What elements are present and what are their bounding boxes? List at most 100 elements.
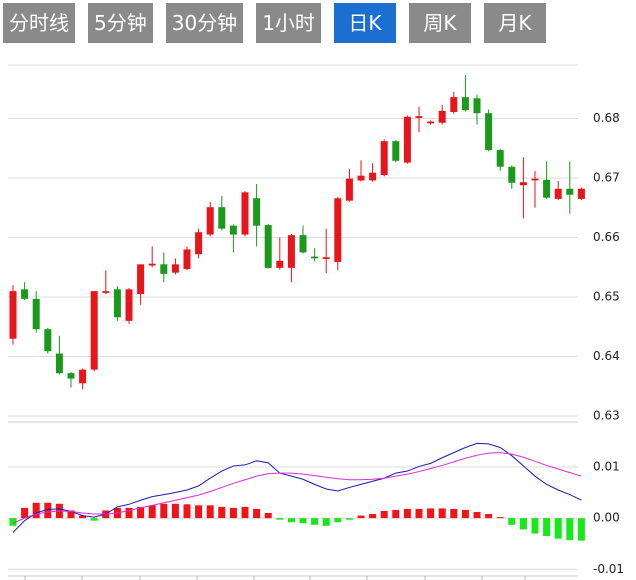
tab[interactable]: 30分钟 — [165, 3, 244, 43]
candle-body — [9, 291, 17, 339]
candle-body — [322, 257, 330, 259]
macd-bar — [183, 504, 191, 519]
tab[interactable]: 周K — [408, 3, 471, 43]
macd-bar — [531, 518, 539, 534]
macd-bar — [229, 507, 237, 519]
macd-bar — [206, 505, 214, 519]
candle-body — [67, 373, 75, 379]
macd-bar — [438, 508, 446, 519]
candle-body — [311, 256, 319, 259]
tab[interactable]: 月K — [483, 3, 546, 43]
macd-bar — [253, 508, 261, 519]
macd-bar — [171, 503, 179, 519]
macd-bar — [508, 518, 516, 525]
candle-body — [125, 289, 133, 321]
macd-bar — [415, 508, 423, 519]
candle-body — [32, 298, 40, 330]
macd-bar — [79, 515, 87, 519]
candle-body — [253, 198, 261, 226]
y-tick-label: 0.66 — [593, 230, 620, 244]
macd-line — [12, 442, 582, 533]
candle-body — [438, 110, 446, 123]
y-tick-label: 0.67 — [593, 171, 620, 185]
candle-body — [44, 329, 52, 352]
macd-line — [12, 452, 582, 524]
candle-body — [299, 235, 307, 253]
tab[interactable]: 1小时 — [256, 3, 321, 43]
candle-body — [79, 369, 87, 384]
y-tick-label: 0.64 — [593, 349, 620, 363]
y-tick-label: 0.68 — [593, 111, 620, 125]
macd-bar — [461, 509, 469, 519]
tab-bar: 分时线 5分钟 30分钟 1小时 日K 周K 月K — [3, 3, 546, 43]
candle-body — [148, 263, 156, 266]
macd-bar — [554, 518, 562, 539]
candle-body — [218, 207, 226, 229]
macd-bar — [322, 518, 330, 526]
tab[interactable]: 5分钟 — [88, 3, 153, 43]
macd-bar — [148, 505, 156, 519]
macd-bar — [287, 518, 295, 523]
y-tick-label: -0.01 — [593, 562, 624, 576]
candle-body — [485, 113, 493, 151]
candle-body — [171, 264, 179, 273]
candle-body — [195, 232, 203, 255]
candle-body — [380, 141, 388, 176]
candle-body — [206, 207, 214, 235]
candle-body — [90, 291, 98, 370]
candle-body — [21, 289, 29, 299]
candle-body — [566, 188, 574, 195]
macd-bar — [485, 514, 493, 519]
y-tick-label: 0.63 — [593, 409, 620, 423]
macd-bar — [125, 507, 133, 519]
macd-bar — [160, 503, 168, 519]
macd-bar — [403, 508, 411, 519]
candle-body — [357, 175, 365, 181]
candle-body — [450, 97, 458, 113]
candle-body — [55, 353, 63, 374]
candle-body — [427, 121, 435, 124]
candle-body — [403, 116, 411, 163]
tab[interactable]: 日K — [333, 3, 396, 43]
macd-bar — [357, 515, 365, 519]
candle-body — [415, 116, 423, 118]
candle-body — [229, 225, 237, 235]
macd-bar — [299, 518, 307, 524]
macd-bar — [380, 510, 388, 519]
x-ticks — [24, 576, 526, 580]
y-tick-label: 0.01 — [593, 459, 620, 473]
candle-body — [287, 235, 295, 268]
macd-bar — [44, 502, 52, 519]
macd-bar — [427, 508, 435, 519]
macd-bar — [473, 511, 481, 519]
macd-bar — [566, 518, 574, 541]
candle-body — [241, 192, 249, 235]
candle-body — [473, 98, 481, 114]
candle-body — [345, 178, 353, 201]
macd-bar — [519, 518, 527, 530]
macd-bar — [90, 518, 98, 521]
y-tick-label: 0.65 — [593, 290, 620, 304]
candle-body — [554, 188, 562, 199]
candle-body — [508, 166, 516, 183]
candle-body — [577, 188, 585, 199]
macd-bar — [577, 518, 585, 541]
candle-body — [369, 172, 377, 181]
macd-bar — [311, 518, 319, 525]
candle-body — [496, 150, 504, 167]
candle-body — [519, 182, 527, 186]
candle-body — [264, 225, 272, 268]
macd-bar — [9, 518, 17, 526]
macd-bar — [369, 514, 377, 519]
candle-body — [531, 178, 539, 181]
candle-body — [276, 260, 284, 268]
candle-body — [102, 291, 110, 293]
y-tick-label: 0.00 — [593, 511, 620, 525]
macd-bar — [276, 518, 284, 520]
macd-bar — [334, 518, 342, 523]
tab[interactable]: 分时线 — [3, 3, 75, 43]
macd-bar — [543, 518, 551, 537]
macd-bar — [450, 508, 458, 519]
